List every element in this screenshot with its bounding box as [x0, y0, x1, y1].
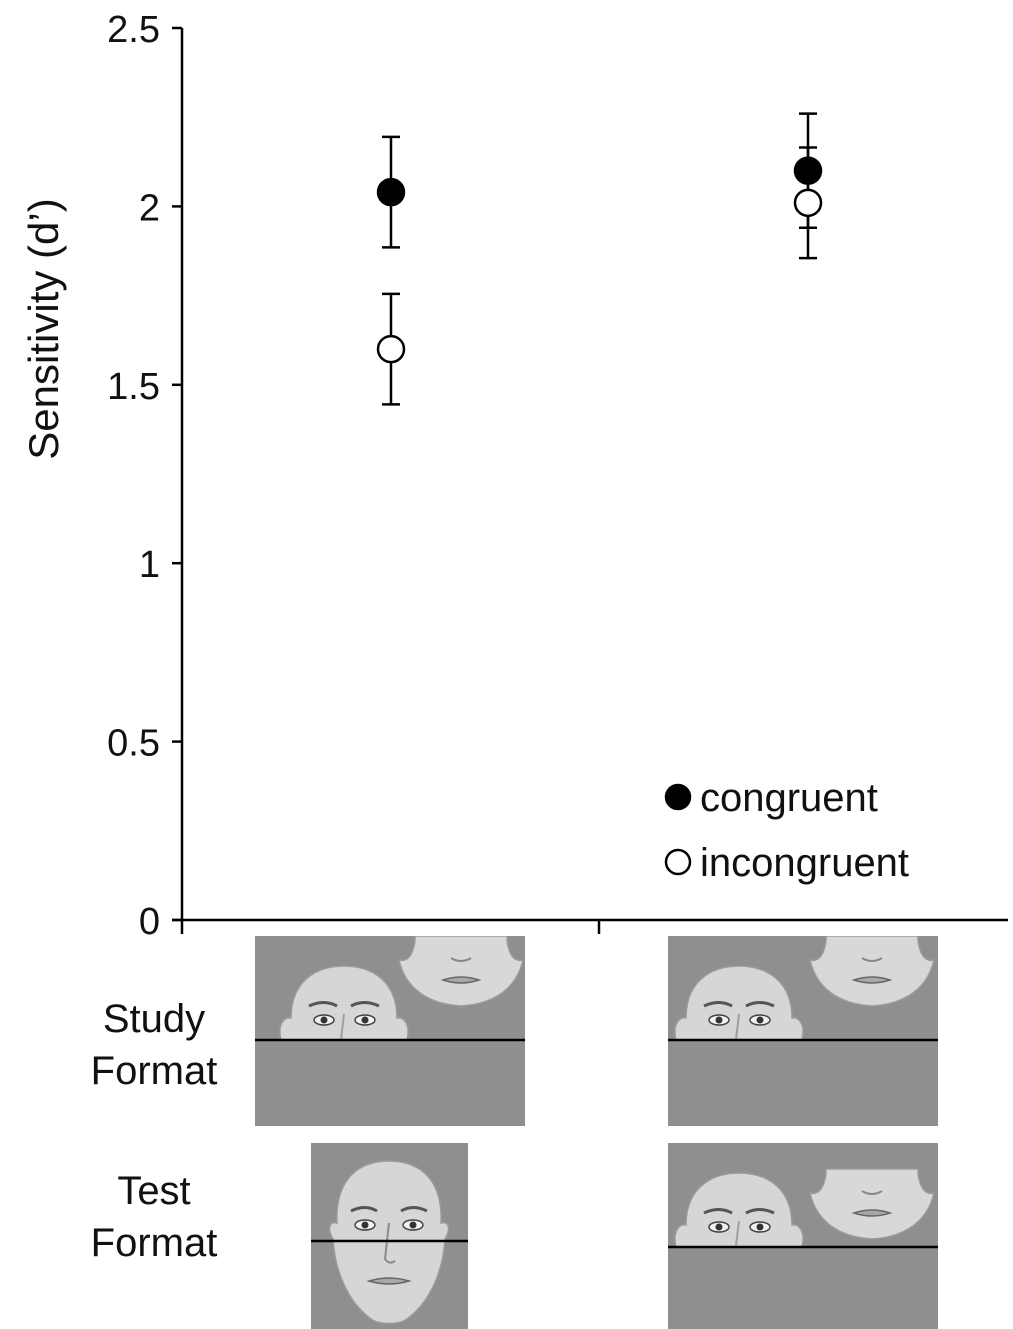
point-congruent-0 [376, 177, 406, 207]
y-tick-label-1: 0.5 [107, 723, 160, 765]
face-bottom-half [808, 936, 936, 1007]
study-format-image-1 [255, 936, 525, 1126]
y-tick-label-3: 1.5 [107, 366, 160, 408]
study-label-line1: Study [102, 997, 206, 1041]
study-format-label: Study Format [64, 993, 244, 1097]
study-format-image-2 [668, 936, 938, 1126]
legend: congruent incongruent [664, 776, 909, 885]
chart: 0 0.5 1 1.5 2 2.5 Sensitivity (d’) congruent in… [20, 9, 1008, 935]
legend-marker-congruent [664, 783, 692, 811]
face-top-half [674, 1172, 804, 1248]
test-format-image-1 [311, 1143, 468, 1329]
data-marks [376, 112, 823, 406]
point-incongruent-1 [793, 188, 823, 218]
test-format-image-2 [668, 1143, 938, 1329]
legend-marker-incongruent [664, 848, 692, 876]
legend-label-congruent: congruent [700, 776, 878, 820]
y-axis-title: Sensitivity (d’) [20, 198, 67, 459]
face-bottom-half [397, 936, 525, 1007]
point-congruent-1 [793, 156, 823, 185]
test-label-line2: Format [90, 1221, 218, 1265]
point-incongruent-0 [376, 334, 406, 364]
y-tick-label-5: 2.5 [107, 9, 160, 51]
face-top-half [279, 965, 409, 1041]
legend-label-incongruent: incongruent [700, 841, 909, 885]
test-label-line1: Test [117, 1169, 191, 1213]
y-tick-label-2: 1 [139, 544, 160, 586]
face-top-half [674, 965, 804, 1041]
y-tick-label-0: 0 [139, 901, 160, 935]
face-bottom-half [808, 1168, 936, 1240]
y-tick-label-4: 2 [139, 187, 160, 229]
test-format-label: Test Format [64, 1165, 244, 1269]
study-label-line2: Format [90, 1049, 218, 1093]
axes: 0 0.5 1 1.5 2 2.5 Sensitivity (d’) [20, 9, 1008, 935]
